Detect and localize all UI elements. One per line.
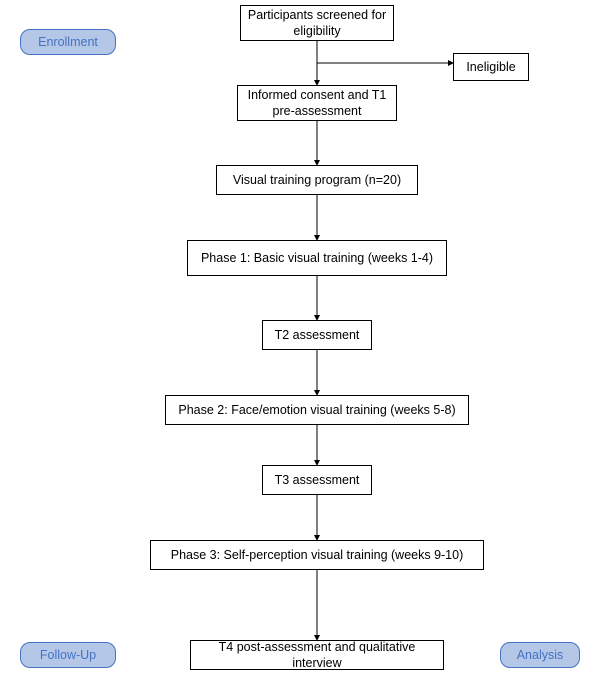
node-phase3: Phase 3: Self-perception visual training… (150, 540, 484, 570)
phase-pill-label: Analysis (517, 648, 564, 662)
phase-pill-label: Follow-Up (40, 648, 96, 662)
node-label: Visual training program (n=20) (233, 172, 401, 188)
phase-pill-enrollment: Enrollment (20, 29, 116, 55)
phase-pill-followup: Follow-Up (20, 642, 116, 668)
node-screened: Participants screened for eligibility (240, 5, 394, 41)
node-label: T4 post-assessment and qualitative inter… (197, 639, 437, 672)
node-t2: T2 assessment (262, 320, 372, 350)
node-label: T2 assessment (275, 327, 360, 343)
phase-pill-analysis: Analysis (500, 642, 580, 668)
node-phase1: Phase 1: Basic visual training (weeks 1-… (187, 240, 447, 276)
node-t3: T3 assessment (262, 465, 372, 495)
node-label: Phase 3: Self-perception visual training… (171, 547, 464, 563)
node-label: Informed consent and T1 pre-assessment (244, 87, 390, 120)
node-label: Ineligible (466, 59, 515, 75)
node-label: Phase 2: Face/emotion visual training (w… (178, 402, 455, 418)
node-label: Participants screened for eligibility (247, 7, 387, 40)
node-t4: T4 post-assessment and qualitative inter… (190, 640, 444, 670)
node-label: Phase 1: Basic visual training (weeks 1-… (201, 250, 433, 266)
node-consent: Informed consent and T1 pre-assessment (237, 85, 397, 121)
phase-pill-label: Enrollment (38, 35, 98, 49)
node-ineligible: Ineligible (453, 53, 529, 81)
node-label: T3 assessment (275, 472, 360, 488)
node-phase2: Phase 2: Face/emotion visual training (w… (165, 395, 469, 425)
node-program: Visual training program (n=20) (216, 165, 418, 195)
